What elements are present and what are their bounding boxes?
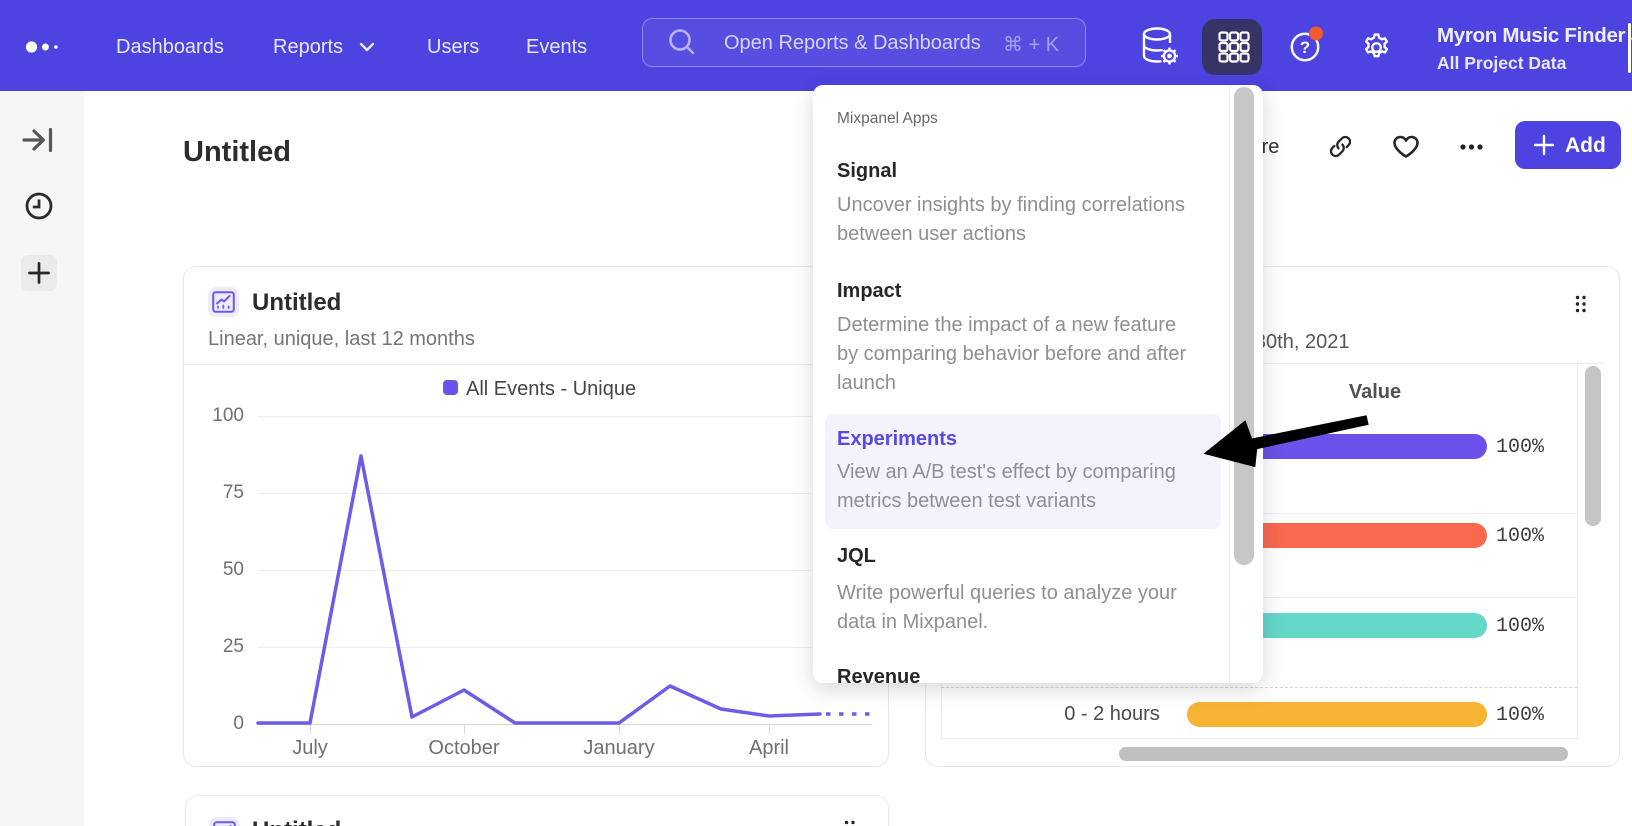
svg-text:?: ? [1300, 38, 1310, 57]
